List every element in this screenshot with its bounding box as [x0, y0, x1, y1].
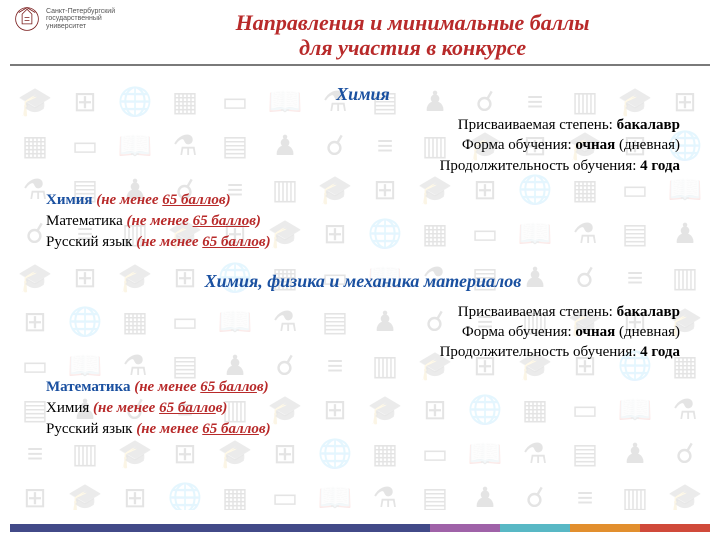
subject-name: Химия [46, 400, 89, 416]
program-block: Химия, физика и механика материалов Присв… [46, 271, 680, 440]
header-divider [10, 64, 710, 66]
subjects-list: Химия (не менее 65 баллов)Математика (не… [46, 190, 680, 253]
subject-line: Русский язык (не менее 65 баллов) [46, 232, 680, 253]
subject-min-score: (не менее 65 баллов) [136, 234, 270, 250]
university-name-line: университет [46, 23, 115, 30]
title-line-2: для участия в конкурсе [115, 35, 710, 60]
subject-name: Русский язык [46, 421, 132, 437]
page-title: Направления и минимальные баллы для учас… [115, 6, 710, 61]
university-name-line: государственный [46, 15, 115, 22]
subject-min-score: (не менее 65 баллов) [136, 421, 270, 437]
subject-min-score: (не менее 65 баллов) [127, 213, 261, 229]
form-line: Форма обучения: очная (дневная) [46, 135, 680, 155]
subject-line: Химия (не менее 65 баллов) [46, 190, 680, 211]
program-name: Химия, физика и механика материалов [166, 271, 559, 292]
subject-name: Математика [46, 379, 130, 395]
content-area: ХимияПрисваиваемая степень: бакалаврФорм… [0, 70, 720, 520]
subject-line: Математика (не менее 65 баллов) [46, 211, 680, 232]
subject-line: Химия (не менее 65 баллов) [46, 398, 680, 419]
university-brand: Санкт-Петербургский государственный унив… [14, 6, 115, 32]
duration-line: Продолжительность обучения: 4 года [46, 156, 680, 176]
form-line: Форма обучения: очная (дневная) [46, 322, 680, 342]
subject-min-score: (не менее 65 баллов) [96, 192, 230, 208]
subject-name: Математика [46, 213, 123, 229]
subject-line: Русский язык (не менее 65 баллов) [46, 419, 680, 440]
university-emblem-icon [14, 6, 40, 32]
program-info: Присваиваемая степень: бакалаврФорма обу… [46, 115, 680, 176]
subject-name: Русский язык [46, 234, 132, 250]
subject-min-score: (не менее 65 баллов) [134, 379, 268, 395]
header: Санкт-Петербургский государственный унив… [0, 0, 720, 63]
degree-line: Присваиваемая степень: бакалавр [46, 302, 680, 322]
footer-color-bar [10, 524, 710, 532]
degree-line: Присваиваемая степень: бакалавр [46, 115, 680, 135]
program-block: Химия Присваиваемая степень: бакалаврФорм… [46, 84, 680, 253]
title-line-1: Направления и минимальные баллы [115, 10, 710, 35]
subject-min-score: (не менее 65 баллов) [93, 400, 227, 416]
duration-line: Продолжительность обучения: 4 года [46, 342, 680, 362]
subjects-list: Математика (не менее 65 баллов)Химия (не… [46, 377, 680, 440]
university-name: Санкт-Петербургский государственный унив… [46, 8, 115, 30]
subject-name: Химия [46, 192, 92, 208]
program-info: Присваиваемая степень: бакалаврФорма обу… [46, 302, 680, 363]
subject-line: Математика (не менее 65 баллов) [46, 377, 680, 398]
program-name: Химия [46, 84, 680, 105]
